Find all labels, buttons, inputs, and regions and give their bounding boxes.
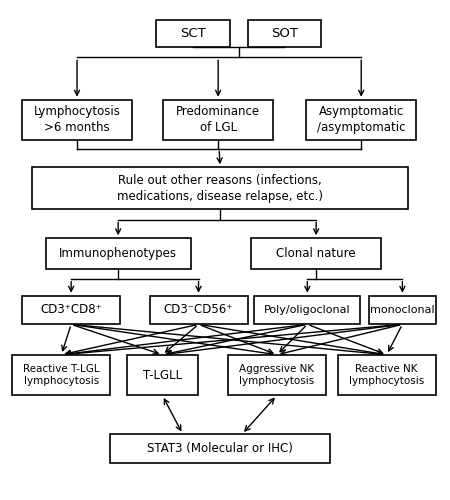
Text: Aggressive NK
lymphocytosis: Aggressive NK lymphocytosis — [239, 364, 315, 386]
Bar — [149, 296, 248, 324]
Bar — [252, 238, 381, 268]
Bar — [22, 100, 132, 140]
Text: Lymphocytosis
>6 months: Lymphocytosis >6 months — [34, 106, 121, 134]
Text: T-LGLL: T-LGLL — [143, 368, 182, 382]
Bar — [248, 20, 321, 47]
Bar — [127, 355, 198, 396]
Bar — [338, 355, 436, 396]
Bar — [163, 100, 273, 140]
Bar — [254, 296, 360, 324]
Bar — [12, 355, 110, 396]
Text: CD3⁺CD8⁺: CD3⁺CD8⁺ — [40, 304, 102, 316]
Text: Reactive NK
lymphocytosis: Reactive NK lymphocytosis — [349, 364, 424, 386]
Bar — [228, 355, 326, 396]
Bar — [369, 296, 436, 324]
Text: Clonal nature: Clonal nature — [276, 247, 356, 260]
Text: monoclonal: monoclonal — [370, 305, 435, 315]
Text: Asymptomatic
/asymptomatic: Asymptomatic /asymptomatic — [317, 106, 405, 134]
Text: Immunophenotypes: Immunophenotypes — [59, 247, 177, 260]
Bar — [32, 167, 408, 210]
Bar — [157, 20, 230, 47]
Bar — [306, 100, 416, 140]
Bar — [22, 296, 120, 324]
Bar — [45, 238, 191, 268]
Text: Predominance
of LGL: Predominance of LGL — [176, 106, 260, 134]
Text: SCT: SCT — [180, 27, 206, 40]
Text: Rule out other reasons (infections,
medications, disease relapse, etc.): Rule out other reasons (infections, medi… — [117, 174, 323, 203]
Text: STAT3 (Molecular or IHC): STAT3 (Molecular or IHC) — [147, 442, 293, 455]
Text: Poly/oligoclonal: Poly/oligoclonal — [264, 305, 351, 315]
Text: SOT: SOT — [271, 27, 298, 40]
Text: Reactive T-LGL
lymphocytosis: Reactive T-LGL lymphocytosis — [23, 364, 99, 386]
Text: CD3⁻CD56⁺: CD3⁻CD56⁺ — [164, 304, 233, 316]
Bar — [110, 434, 330, 463]
